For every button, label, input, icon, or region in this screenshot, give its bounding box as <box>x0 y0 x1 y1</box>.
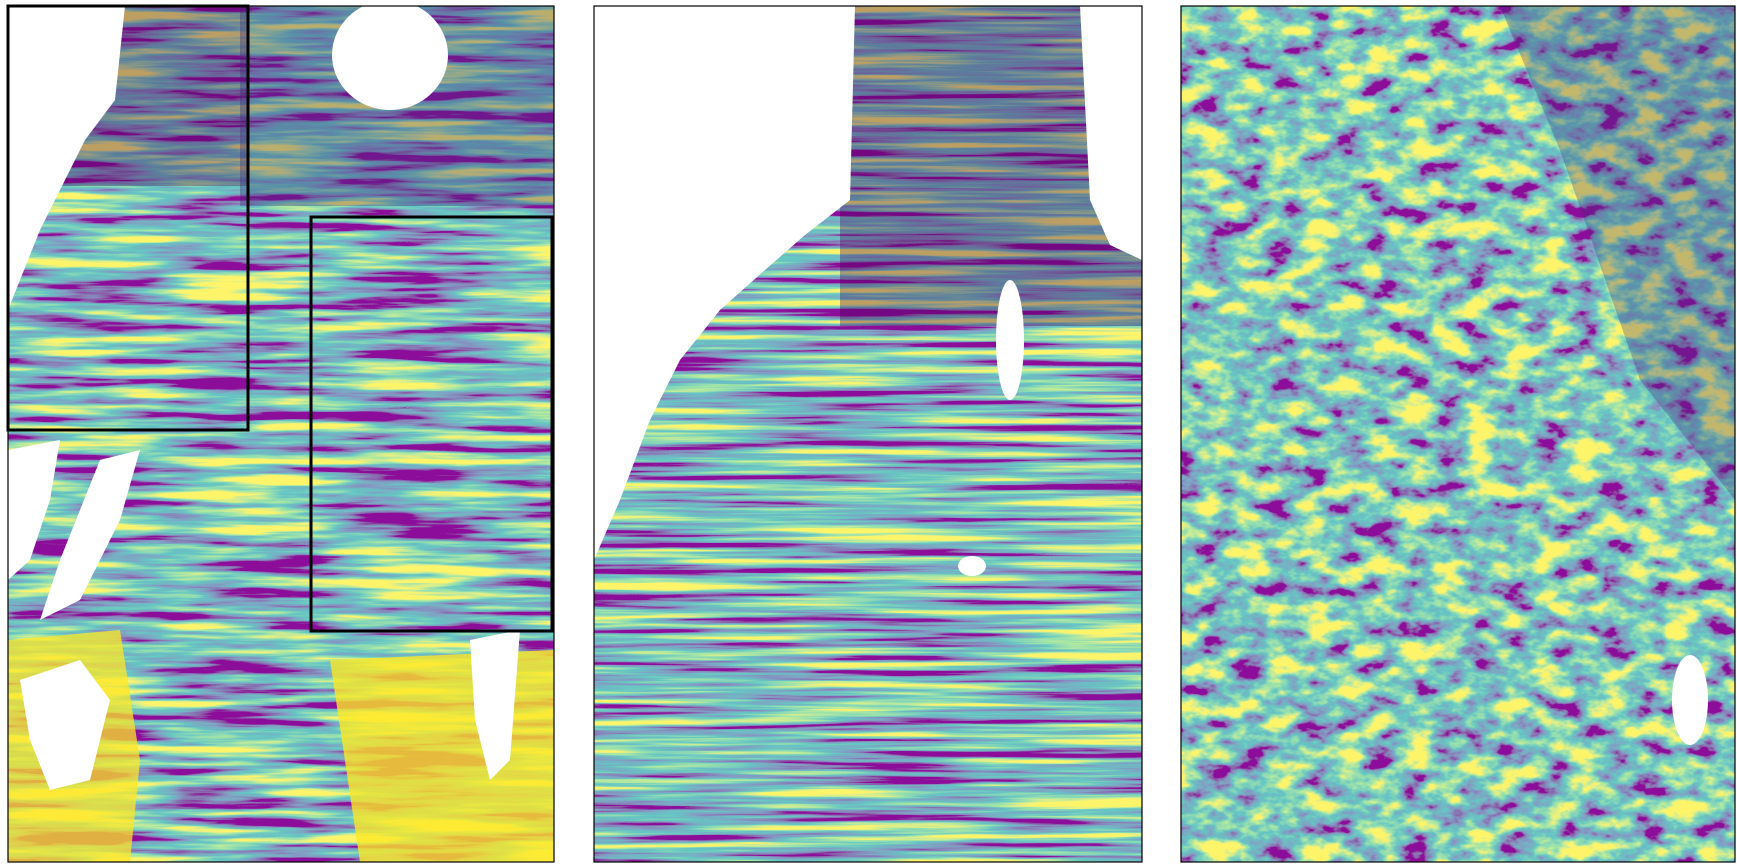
panel-zoom-left <box>594 6 1142 862</box>
page <box>0 0 1737 864</box>
figure <box>0 0 1737 864</box>
empty-region <box>996 280 1024 400</box>
empty-region <box>958 556 986 576</box>
empty-region <box>1672 655 1708 745</box>
panel-overview <box>8 0 554 862</box>
empty-region <box>332 0 448 110</box>
panel-zoom-right <box>1181 6 1735 862</box>
bright-region <box>330 650 554 862</box>
